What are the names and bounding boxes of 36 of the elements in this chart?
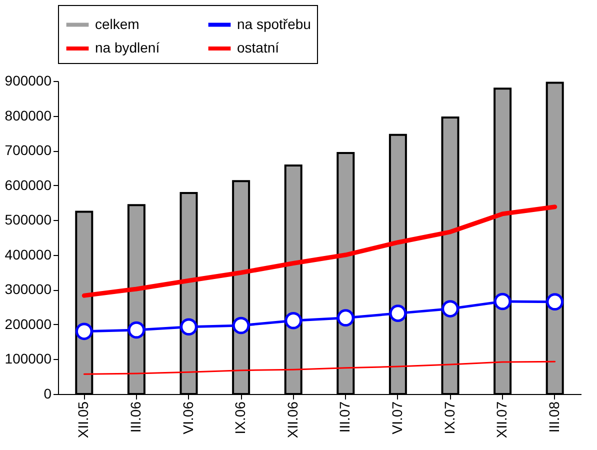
y-tick-label: 900000 — [4, 72, 52, 88]
line-series — [82, 204, 558, 298]
x-tick-label: VI.06 — [180, 401, 196, 434]
x-tick-label: IX.06 — [232, 401, 248, 434]
y-tick-label: 800000 — [4, 107, 52, 124]
point — [180, 318, 198, 336]
x-tick-label: XII.07 — [494, 401, 510, 438]
x-tick-label: IX.07 — [441, 401, 458, 434]
point — [546, 293, 564, 310]
point — [232, 316, 250, 334]
y-tick-label: 600000 — [4, 176, 52, 193]
y-tick-label: 300000 — [4, 281, 52, 298]
legend-label: ostatní — [237, 40, 280, 56]
y-tick-label: 200000 — [4, 316, 52, 332]
x-tick-label: III.08 — [546, 401, 562, 433]
x-tick-label: XII.05 — [75, 401, 92, 438]
x-tick-label: XII.06 — [284, 401, 300, 438]
point — [494, 292, 512, 310]
legend-label: na bydlení — [95, 40, 160, 56]
y-tick-label: 100000 — [4, 350, 52, 367]
y-tick-label: 700000 — [4, 142, 52, 158]
y-tick-label: 400000 — [4, 246, 52, 262]
x-tick-label: III.07 — [336, 401, 353, 433]
x-tick-label: III.06 — [127, 401, 144, 433]
point — [284, 312, 302, 330]
point — [336, 309, 354, 326]
point — [128, 321, 146, 339]
point — [389, 304, 407, 322]
legend-label: celkem — [95, 16, 140, 32]
x-tick-label: VI.07 — [388, 401, 405, 434]
y-tick-label: 0 — [44, 386, 52, 402]
line-series — [83, 360, 556, 375]
point — [442, 300, 459, 318]
y-tick-label: 500000 — [4, 212, 52, 228]
legend-label: na spotřebu — [237, 16, 311, 32]
point — [75, 322, 93, 340]
